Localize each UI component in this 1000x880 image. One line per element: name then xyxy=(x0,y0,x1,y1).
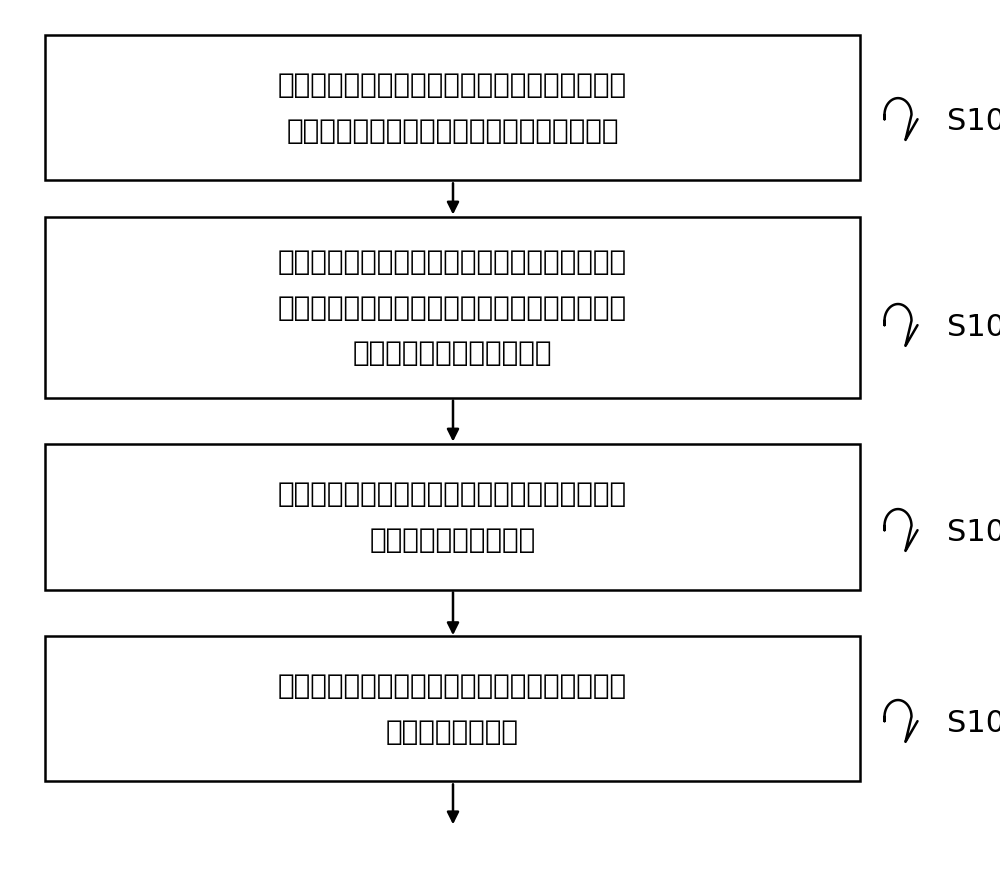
Text: 像实例分割神经网络得到图像实例分割模型。: 像实例分割神经网络得到图像实例分割模型。 xyxy=(286,117,619,144)
Text: S103: S103 xyxy=(947,518,1000,546)
Text: 到实体渣土中各岩渣对应在待识别岩渣图像中的: 到实体渣土中各岩渣对应在待识别岩渣图像中的 xyxy=(278,294,627,321)
Text: 调用图像实例分割模型分析待识别岩渣图像，得: 调用图像实例分割模型分析待识别岩渣图像，得 xyxy=(278,248,627,275)
Text: S101: S101 xyxy=(947,107,1000,136)
FancyBboxPatch shape xyxy=(45,35,860,180)
FancyBboxPatch shape xyxy=(45,636,860,781)
Text: S102: S102 xyxy=(947,313,1000,341)
Text: 轮廓数据和初始分类结果。: 轮廓数据和初始分类结果。 xyxy=(353,340,552,367)
Text: 根据含量值和初始分类结果确定正在掘进的掌子: 根据含量值和初始分类结果确定正在掘进的掌子 xyxy=(278,672,627,700)
FancyBboxPatch shape xyxy=(45,217,860,398)
Text: S104: S104 xyxy=(947,709,1000,737)
Text: 实体渣土中的含量值。: 实体渣土中的含量值。 xyxy=(369,526,536,554)
Text: 面所属地质级别。: 面所属地质级别。 xyxy=(386,718,519,745)
FancyBboxPatch shape xyxy=(45,444,860,590)
Text: 预先基于深度学习算法，利用样本数据集训练图: 预先基于深度学习算法，利用样本数据集训练图 xyxy=(278,71,627,99)
Text: 根据轮廓数据计算块状岩渣、片状岩渣和岩粉在: 根据轮廓数据计算块状岩渣、片状岩渣和岩粉在 xyxy=(278,480,627,508)
